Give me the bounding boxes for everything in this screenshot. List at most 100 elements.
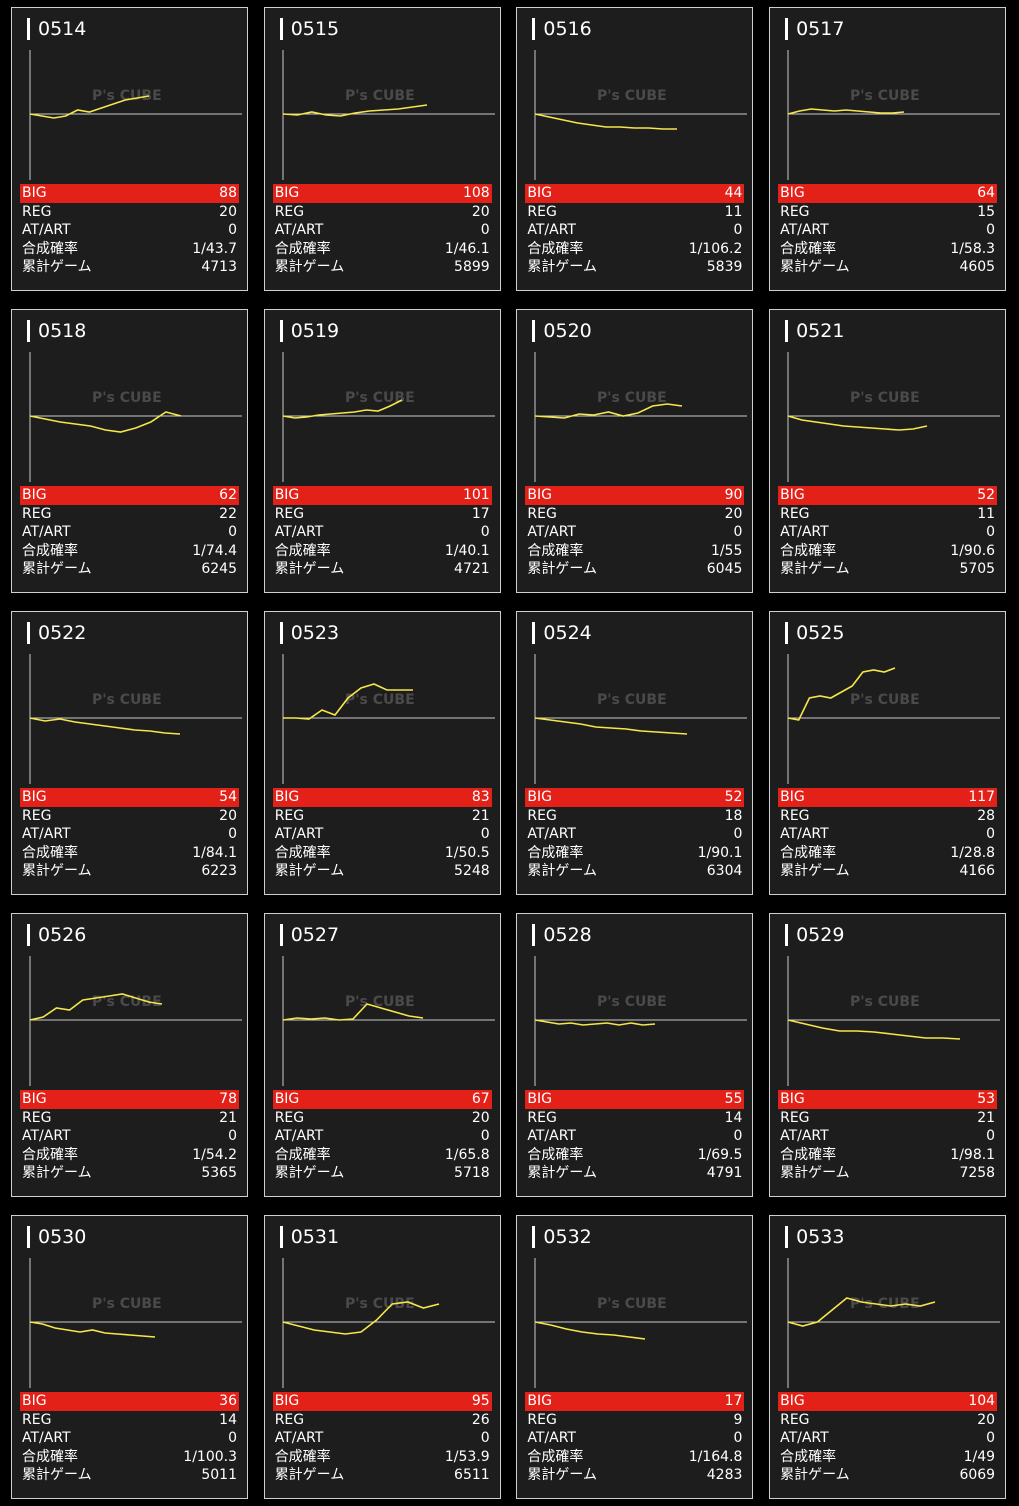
stat-row-reg: REG 22	[20, 505, 239, 524]
machine-card[interactable]: 0516 P's CUBE BIG 44 REG 11 AT/ART 0 合成確率 1/106.2…	[516, 7, 754, 291]
stat-label: 累計ゲーム	[274, 863, 345, 880]
machine-card[interactable]: 0528 P's CUBE BIG 55 REG 14 AT/ART 0 合成確率 1/69.5 累…	[516, 913, 754, 1197]
stats-table: BIG 88 REG 20 AT/ART 0 合成確率 1/43.7 累計ゲーム 4713	[20, 184, 239, 277]
stat-label: REG	[780, 203, 810, 220]
stat-row-big: BIG 67	[272, 1090, 492, 1109]
machine-card[interactable]: 0514 P's CUBE BIG 88 REG 20 AT/ART 0 合成確率 1/43.7 累…	[11, 7, 248, 291]
stat-row-big: BIG 90	[525, 486, 745, 505]
stat-label: 合成確率	[22, 1146, 78, 1163]
machine-card[interactable]: 0525 P's CUBE BIG 117 REG 28 AT/ART 0 合成確率 1/28.8…	[769, 611, 1007, 895]
watermark-logo: P's CUBE	[597, 88, 667, 104]
watermark-logo: P's CUBE	[92, 692, 162, 708]
stat-label: 累計ゲーム	[527, 1165, 597, 1182]
slump-line	[282, 399, 403, 419]
machine-card[interactable]: 0524 P's CUBE BIG 52 REG 18 AT/ART 0 合成確率 1/90.1 累…	[516, 611, 754, 895]
stats-table: BIG 54 REG 20 AT/ART 0 合成確率 1/84.1 累計ゲーム 6223	[20, 788, 239, 881]
stat-row-at: AT/ART 0	[273, 1127, 492, 1146]
stat-label: AT/ART	[527, 826, 576, 843]
slump-graph: P's CUBE	[787, 654, 1001, 784]
stat-label: BIG	[274, 487, 300, 503]
machine-card[interactable]: 0533 P's CUBE BIG 104 REG 20 AT/ART 0 合成確率 1/49 累計…	[769, 1215, 1007, 1499]
stat-label: 合成確率	[780, 240, 837, 257]
stat-row-prob: 合成確率 1/65.8	[273, 1146, 492, 1165]
slump-line	[29, 1321, 156, 1338]
stat-value: 1/49	[963, 1448, 996, 1465]
machine-card[interactable]: 0519 P's CUBE BIG 101 REG 17 AT/ART 0 合成確率 1/40.1…	[263, 309, 501, 593]
slump-line	[787, 108, 905, 115]
stat-value: 0	[733, 826, 743, 843]
machine-card[interactable]: 0515 P's CUBE BIG 108 REG 20 AT/ART 0 合成確率 1/46.1…	[263, 7, 501, 291]
stat-value: 1/43.7	[192, 240, 237, 257]
stat-row-at: AT/ART 0	[525, 1429, 744, 1448]
stat-row-games: 累計ゲーム 4605	[778, 258, 997, 277]
stat-label: BIG	[274, 185, 300, 201]
stat-value: 117	[968, 789, 996, 805]
stat-value: 90	[724, 487, 743, 503]
machine-number: 0518	[27, 320, 86, 342]
stat-label: BIG	[527, 487, 552, 503]
stat-value: 0	[228, 524, 237, 541]
stat-label: AT/ART	[274, 1430, 324, 1447]
stat-row-games: 累計ゲーム 7258	[778, 1164, 997, 1183]
stat-value: 0	[480, 524, 490, 541]
stat-row-at: AT/ART 0	[273, 825, 492, 844]
stat-label: 累計ゲーム	[527, 561, 597, 578]
stat-row-prob: 合成確率 1/55	[525, 542, 744, 561]
stat-row-at: AT/ART 0	[778, 1429, 997, 1448]
machine-card[interactable]: 0517 P's CUBE BIG 64 REG 15 AT/ART 0 合成確率 1/58.3 累…	[769, 7, 1007, 291]
stat-label: 累計ゲーム	[527, 259, 597, 276]
stat-label: BIG	[22, 185, 47, 201]
stat-label: AT/ART	[527, 1430, 576, 1447]
stat-label: AT/ART	[527, 222, 576, 239]
machine-card[interactable]: 0522 P's CUBE BIG 54 REG 20 AT/ART 0 合成確率 1/84.1 累…	[11, 611, 248, 895]
machine-card[interactable]: 0526 P's CUBE BIG 78 REG 21 AT/ART 0 合成確率 1/54.2 累…	[11, 913, 248, 1197]
machine-card[interactable]: 0529 P's CUBE BIG 53 REG 21 AT/ART 0 合成確率 1/98.1 累…	[769, 913, 1007, 1197]
stat-label: 累計ゲーム	[274, 1165, 345, 1182]
stats-table: BIG 62 REG 22 AT/ART 0 合成確率 1/74.4 累計ゲーム 6245	[20, 486, 239, 579]
stat-label: AT/ART	[780, 524, 829, 541]
stats-table: BIG 44 REG 11 AT/ART 0 合成確率 1/106.2 累計ゲーム 5839	[525, 184, 745, 277]
stat-value: 52	[977, 487, 996, 503]
machine-card[interactable]: 0520 P's CUBE BIG 90 REG 20 AT/ART 0 合成確率 1/55 累計ゲ…	[516, 309, 754, 593]
slump-line	[535, 113, 678, 130]
stat-row-at: AT/ART 0	[20, 1127, 239, 1146]
stat-row-prob: 合成確率 1/49	[778, 1448, 997, 1467]
watermark-logo: P's CUBE	[345, 994, 415, 1010]
slump-graph: P's CUBE	[787, 352, 1001, 482]
machine-card[interactable]: 0527 P's CUBE BIG 67 REG 20 AT/ART 0 合成確率 1/65.8 累…	[263, 913, 501, 1197]
slump-graph: P's CUBE	[29, 50, 242, 180]
stat-label: AT/ART	[780, 826, 829, 843]
stat-value: 52	[724, 789, 743, 805]
stat-value: 36	[219, 1393, 237, 1409]
stat-label: 合成確率	[527, 1146, 584, 1163]
machine-card[interactable]: 0531 P's CUBE BIG 95 REG 26 AT/ART 0 合成確率 1/53.9 累…	[263, 1215, 501, 1499]
stat-label: REG	[274, 1411, 305, 1428]
machine-card[interactable]: 0530 P's CUBE BIG 36 REG 14 AT/ART 0 合成確率 1/100.3…	[11, 1215, 248, 1499]
stat-label: 累計ゲーム	[780, 259, 850, 276]
stat-label: AT/ART	[780, 1430, 829, 1447]
slump-line	[29, 993, 163, 1021]
stat-value: 1/58.3	[950, 240, 996, 257]
stats-table: BIG 64 REG 15 AT/ART 0 合成確率 1/58.3 累計ゲーム 4605	[778, 184, 998, 277]
machine-number: 0523	[279, 622, 339, 644]
machine-card[interactable]: 0521 P's CUBE BIG 52 REG 11 AT/ART 0 合成確率 1/90.6 累…	[769, 309, 1007, 593]
machine-card[interactable]: 0518 P's CUBE BIG 62 REG 22 AT/ART 0 合成確率 1/74.4 累…	[11, 309, 248, 593]
stat-label: 合成確率	[22, 542, 78, 559]
stat-value: 1/100.3	[183, 1448, 237, 1465]
stat-value: 0	[228, 1430, 237, 1447]
stat-value: 88	[219, 185, 237, 201]
slump-graph: P's CUBE	[282, 956, 495, 1086]
watermark-logo: P's CUBE	[597, 1296, 667, 1312]
stat-value: 62	[219, 487, 237, 503]
stat-label: BIG	[22, 1091, 47, 1107]
machine-number: 0516	[532, 18, 592, 40]
slump-line	[282, 1301, 439, 1335]
machine-card[interactable]: 0523 P's CUBE BIG 83 REG 21 AT/ART 0 合成確率 1/50.5 累…	[263, 611, 501, 895]
machine-card[interactable]: 0532 P's CUBE BIG 17 REG 9 AT/ART 0 合成確率 1/164.8 累…	[516, 1215, 754, 1499]
stat-label: 累計ゲーム	[22, 863, 92, 880]
stat-label: 累計ゲーム	[274, 1467, 345, 1484]
stat-row-games: 累計ゲーム 4791	[525, 1164, 744, 1183]
machine-number: 0531	[279, 1226, 339, 1248]
stats-table: BIG 78 REG 21 AT/ART 0 合成確率 1/54.2 累計ゲーム 5365	[20, 1090, 239, 1183]
stat-label: AT/ART	[527, 1128, 576, 1145]
